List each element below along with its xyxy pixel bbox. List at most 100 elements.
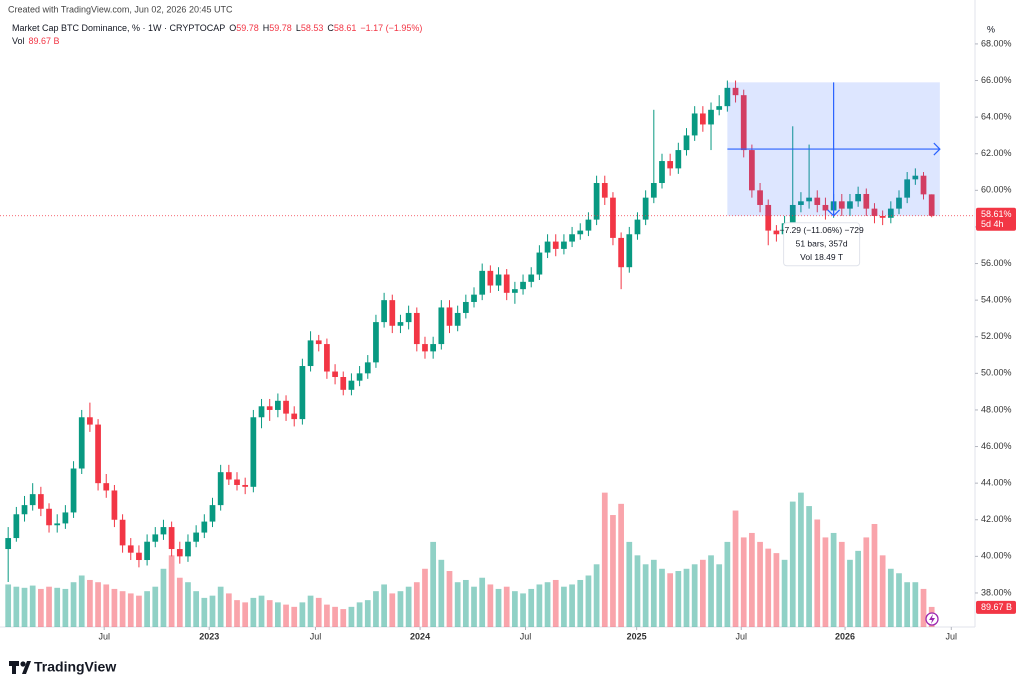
volume-bar (618, 503, 624, 627)
volume-bar (324, 604, 330, 627)
volume-bar (373, 591, 379, 627)
candle-body (495, 274, 502, 286)
candle-body (798, 201, 804, 205)
volume-bar (503, 586, 510, 627)
legend-symbol: Market Cap BTC Dominance, % · 1W · CRYPT… (12, 23, 225, 33)
volume-bar (70, 582, 77, 627)
volume-bar (512, 591, 518, 627)
candle-body (879, 215, 886, 218)
candle-body (299, 366, 306, 420)
candle-body (176, 549, 183, 557)
x-tick-label: 2024 (410, 631, 430, 641)
candle-body (847, 201, 853, 209)
candle-body (642, 197, 649, 220)
volume-bar (38, 588, 44, 627)
volume-bar (315, 597, 322, 627)
candle-body (364, 362, 371, 374)
volume-bar (119, 591, 126, 627)
volume-bar (46, 586, 52, 627)
volume-bar (201, 597, 208, 627)
volume-bar (822, 537, 829, 627)
candle-body (185, 541, 191, 557)
candle-body (291, 413, 298, 420)
volume-bar (275, 602, 281, 627)
volume-bar (78, 575, 85, 627)
candle-body (217, 472, 224, 506)
candle-body (405, 312, 412, 323)
volume-bar (242, 602, 249, 627)
volume-bar (781, 559, 788, 627)
legend-change: −1.17 (−1.95%) (360, 23, 422, 33)
candle-body (438, 307, 445, 345)
volume-bar (667, 573, 674, 627)
alert-icon[interactable] (925, 612, 939, 626)
candle-body (552, 241, 559, 249)
y-tick-label: 60.00% (981, 185, 1012, 195)
volume-bar (585, 575, 592, 627)
ohlc-key: O (229, 23, 236, 33)
candle-body (127, 545, 134, 553)
volume-bar (307, 595, 314, 627)
y-tick-label: 52.00% (981, 331, 1012, 341)
candle-body (95, 424, 101, 484)
candle-body (462, 301, 469, 313)
volume-bar (5, 584, 12, 627)
measure-arrowhead-v (827, 209, 841, 217)
volume-bar (405, 586, 412, 627)
volume-bar (691, 564, 698, 627)
candle-body (896, 197, 902, 209)
candle-body (332, 371, 338, 378)
y-tick-label: 48.00% (981, 404, 1012, 414)
candle-body (569, 234, 575, 242)
volume-bar (160, 568, 167, 627)
volume-bar (152, 586, 159, 627)
candle-body (789, 204, 796, 224)
measure-arrowhead-h (933, 142, 941, 156)
candle-body (904, 179, 911, 198)
volume-bar (21, 587, 28, 627)
volume-bar (185, 582, 191, 627)
volume-bar (520, 593, 526, 627)
x-tick-label: 2023 (199, 631, 219, 641)
candle-body (389, 300, 396, 326)
volume-bar (495, 588, 502, 627)
x-tick-label: 2025 (627, 631, 647, 641)
volume-bar (577, 579, 584, 627)
y-tick-label: 42.00% (981, 514, 1012, 524)
volume-bar (569, 584, 575, 627)
candle-body (757, 190, 763, 205)
volume-bar (111, 588, 118, 627)
volume-bar (920, 588, 927, 627)
x-tick-label: Jul (98, 631, 110, 641)
candle-body (871, 208, 878, 216)
volume-bar (896, 573, 902, 627)
volume-bar (471, 586, 477, 627)
volume-bar (103, 584, 110, 627)
y-tick-label: 44.00% (981, 478, 1012, 488)
candle-body (749, 150, 755, 191)
measure-tooltip (783, 222, 861, 267)
volume-bar (413, 582, 420, 627)
candle-body (765, 204, 772, 231)
y-tick-label: 56.00% (981, 258, 1012, 268)
candle-body (283, 400, 289, 414)
watermark: Created with TradingView.com, Jun 02, 20… (8, 4, 233, 14)
candle-body (430, 344, 437, 352)
measure-text: −7.29 (−11.06%) −729 (780, 225, 864, 235)
volume-bar (332, 606, 338, 627)
y-tick-label: 38.00% (981, 587, 1012, 597)
volume-bar (601, 492, 608, 627)
candle-body (855, 193, 861, 202)
candle-body (21, 505, 28, 515)
candle-body (577, 230, 584, 235)
candle-body (732, 87, 739, 96)
volume-bar (127, 593, 134, 627)
candle-body (193, 532, 200, 542)
y-tick-label: 46.00% (981, 441, 1012, 451)
last-volume-label: 89.67 B (981, 602, 1012, 612)
candle-body (503, 274, 510, 293)
candle-body (593, 183, 600, 220)
volume-bar (642, 564, 649, 627)
